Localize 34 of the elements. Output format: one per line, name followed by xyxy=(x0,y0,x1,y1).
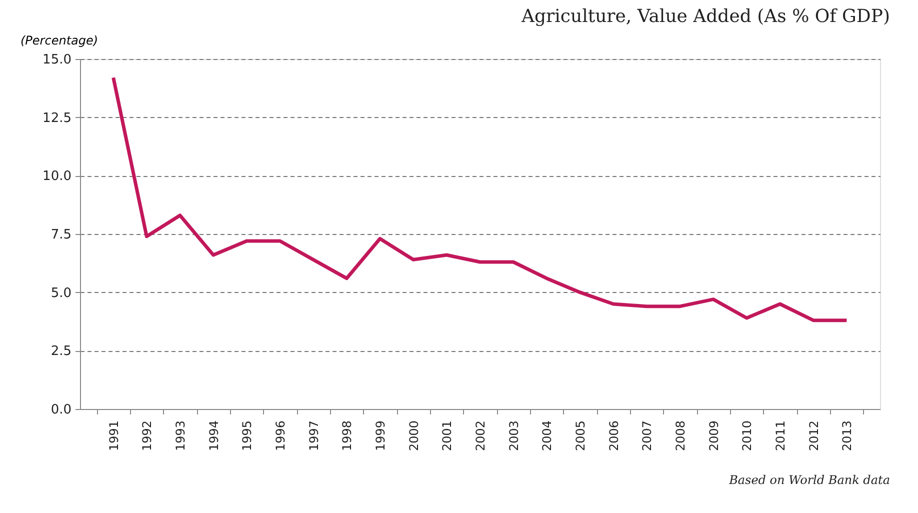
x-tick-label: 2013 xyxy=(840,420,854,452)
x-tick-label: 2012 xyxy=(806,420,821,452)
y-tick-label: 2.5 xyxy=(50,344,72,360)
text: Based on World Bank data xyxy=(728,473,890,487)
x-tick-label: 2003 xyxy=(506,420,521,452)
x-tick-label: 2011 xyxy=(774,420,788,452)
x-tick-label: 2008 xyxy=(674,420,688,452)
y-tick-label: 15.0 xyxy=(42,52,72,68)
x-tick-label: 2007 xyxy=(640,420,654,452)
x-tick-label: 2004 xyxy=(540,420,554,452)
x-tick-label: 1997 xyxy=(306,420,321,452)
x-tick-label: 2002 xyxy=(474,420,488,452)
x-tick-label: 1996 xyxy=(274,420,288,452)
x-tick-label: 1998 xyxy=(340,420,354,452)
x-tick-label: 1992 xyxy=(140,420,154,452)
y-tick-label: 0.0 xyxy=(50,402,72,418)
chart-title: Agriculture, Value Added (As % Of GDP) xyxy=(520,6,890,27)
x-tick-label: 2006 xyxy=(606,420,621,452)
y-tick-label: 5.0 xyxy=(50,286,72,301)
x-tick-label: 2010 xyxy=(740,420,754,452)
x-tick-label: 2009 xyxy=(706,420,721,452)
x-tick-label: 2000 xyxy=(406,420,421,452)
x-tick-label: 1995 xyxy=(240,420,254,452)
line-series xyxy=(112,76,848,322)
x-tick-label: 1994 xyxy=(206,420,221,452)
x-tick-label: 2001 xyxy=(440,420,454,452)
y-tick-label: 12.5 xyxy=(42,110,72,126)
x-tick-label: 1999 xyxy=(374,420,388,452)
y-tick-label: 7.5 xyxy=(50,228,72,242)
x-tick-label: 1993 xyxy=(174,420,188,452)
x-tick-label: 2005 xyxy=(574,420,588,452)
x-tick-label: 1991 xyxy=(106,420,121,452)
y-tick-label: 10.0 xyxy=(42,169,72,184)
y-axis-title: (Percentage) xyxy=(20,34,98,48)
